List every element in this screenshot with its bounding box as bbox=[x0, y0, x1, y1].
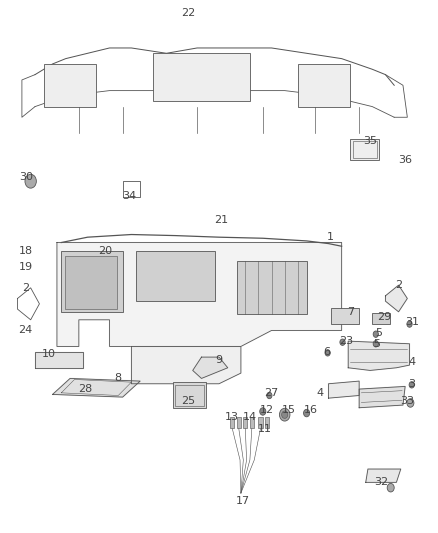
Text: 12: 12 bbox=[260, 406, 274, 415]
Polygon shape bbox=[366, 469, 401, 482]
Polygon shape bbox=[131, 346, 241, 384]
Polygon shape bbox=[348, 341, 410, 370]
Text: 6: 6 bbox=[323, 347, 330, 357]
Text: 32: 32 bbox=[374, 478, 388, 487]
Text: 3: 3 bbox=[408, 379, 415, 389]
Text: 14: 14 bbox=[243, 412, 257, 422]
Bar bbox=[237, 417, 241, 428]
Bar bbox=[153, 53, 250, 101]
Text: 5: 5 bbox=[373, 339, 380, 349]
Circle shape bbox=[407, 321, 412, 327]
Bar bbox=[136, 251, 215, 301]
Bar bbox=[65, 256, 117, 309]
Circle shape bbox=[387, 483, 394, 492]
Text: 21: 21 bbox=[214, 215, 228, 224]
Text: 18: 18 bbox=[19, 246, 33, 255]
Bar bbox=[250, 417, 254, 428]
Bar bbox=[265, 417, 269, 428]
Text: 36: 36 bbox=[398, 155, 412, 165]
Text: 4: 4 bbox=[316, 389, 323, 398]
Text: 9: 9 bbox=[215, 355, 223, 365]
Bar bbox=[298, 64, 350, 107]
Text: 4: 4 bbox=[408, 358, 415, 367]
Bar bbox=[175, 385, 204, 406]
Text: 20: 20 bbox=[98, 246, 112, 255]
Text: 34: 34 bbox=[122, 191, 136, 201]
Circle shape bbox=[282, 411, 288, 418]
Bar bbox=[173, 382, 206, 408]
Text: 30: 30 bbox=[19, 172, 33, 182]
Circle shape bbox=[304, 409, 310, 417]
Bar bbox=[230, 417, 234, 428]
Text: 16: 16 bbox=[304, 406, 318, 415]
Text: 8: 8 bbox=[115, 374, 122, 383]
Text: 15: 15 bbox=[282, 406, 296, 415]
Text: 7: 7 bbox=[347, 307, 354, 317]
Text: 11: 11 bbox=[258, 424, 272, 434]
Polygon shape bbox=[35, 352, 83, 368]
Polygon shape bbox=[193, 357, 228, 378]
Text: 2: 2 bbox=[395, 280, 402, 290]
Circle shape bbox=[373, 331, 378, 337]
Text: 13: 13 bbox=[225, 412, 239, 422]
Text: 29: 29 bbox=[378, 312, 392, 322]
Text: 24: 24 bbox=[18, 326, 32, 335]
Circle shape bbox=[279, 408, 290, 421]
Bar bbox=[61, 251, 123, 312]
Text: 35: 35 bbox=[363, 136, 377, 146]
Circle shape bbox=[409, 382, 414, 388]
Polygon shape bbox=[385, 285, 407, 312]
Bar bbox=[353, 141, 377, 158]
Text: 19: 19 bbox=[19, 262, 33, 271]
Circle shape bbox=[260, 408, 266, 415]
Circle shape bbox=[407, 399, 414, 407]
Circle shape bbox=[340, 339, 345, 345]
Polygon shape bbox=[328, 381, 359, 398]
Text: 22: 22 bbox=[181, 9, 195, 18]
Text: 10: 10 bbox=[42, 350, 56, 359]
Text: 33: 33 bbox=[400, 396, 414, 406]
Text: 17: 17 bbox=[236, 496, 250, 506]
Bar bbox=[350, 139, 379, 160]
Text: 25: 25 bbox=[181, 396, 195, 406]
Text: 28: 28 bbox=[78, 384, 92, 394]
Bar bbox=[372, 313, 390, 324]
Text: 31: 31 bbox=[405, 318, 419, 327]
Circle shape bbox=[267, 392, 272, 399]
Text: 2: 2 bbox=[22, 283, 29, 293]
Circle shape bbox=[25, 174, 36, 188]
Bar bbox=[237, 261, 307, 314]
Bar bbox=[44, 64, 96, 107]
Bar bbox=[331, 308, 359, 324]
Polygon shape bbox=[359, 386, 405, 408]
Polygon shape bbox=[53, 378, 140, 397]
Text: 1: 1 bbox=[327, 232, 334, 242]
Circle shape bbox=[325, 350, 330, 356]
Bar bbox=[243, 417, 247, 428]
Polygon shape bbox=[57, 243, 342, 346]
Circle shape bbox=[373, 341, 378, 347]
Text: 23: 23 bbox=[339, 336, 353, 346]
Text: 27: 27 bbox=[265, 389, 279, 398]
Bar bbox=[258, 417, 263, 428]
Text: 5: 5 bbox=[375, 328, 382, 338]
